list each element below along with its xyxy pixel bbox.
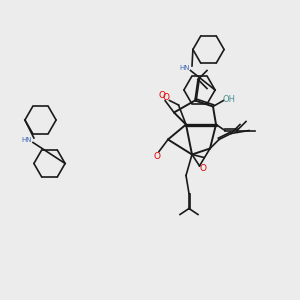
Text: HN: HN [21,136,32,142]
Text: O: O [158,92,166,100]
Text: O: O [163,93,170,102]
Text: O: O [200,164,207,173]
Text: OH: OH [222,94,236,103]
Text: HN: HN [179,64,190,70]
Text: O: O [154,152,161,161]
